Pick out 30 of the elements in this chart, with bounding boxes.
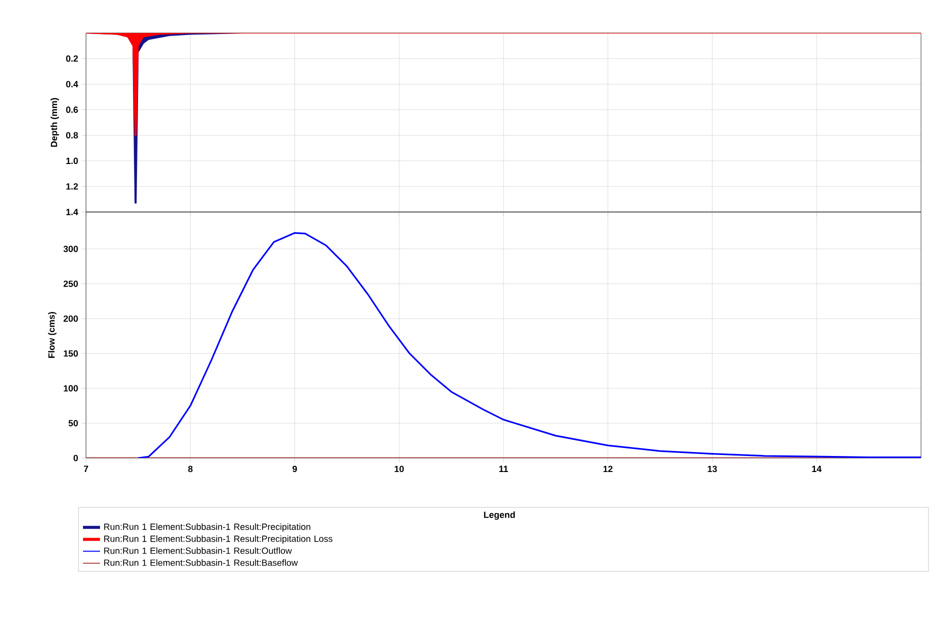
line-series bbox=[137, 232, 922, 458]
y-tick-label: 300 bbox=[63, 246, 78, 252]
y-tick-label: 150 bbox=[64, 350, 78, 357]
legend-title: Legend bbox=[484, 511, 515, 520]
x-tick-label: 9 bbox=[292, 466, 297, 472]
legend-label: Run:Run 1 Element:Subbasin-1 Result:Baseflow bbox=[104, 559, 298, 566]
text: Run:Run 1 Element:Subbasin-1 Result:Precipitation Loss bbox=[104, 535, 332, 544]
y-tick-label: 0 bbox=[74, 454, 78, 462]
text: Run:Run 1 Element:Subbasin-1 Result:Precipitation bbox=[104, 523, 310, 532]
y-axis-title: Flow (cms) bbox=[48, 312, 56, 358]
y-tick-label: 0.8 bbox=[66, 132, 78, 138]
y-tick-label: 100 bbox=[64, 385, 78, 392]
y-tick-label: 0.4 bbox=[66, 80, 78, 88]
x-tick-label: 12 bbox=[603, 466, 613, 472]
legend-label: Run:Run 1 Element:Subbasin-1 Result:Outflow bbox=[104, 547, 292, 554]
x-tick-label: 11 bbox=[499, 466, 508, 472]
y-tick-label: 250 bbox=[64, 280, 78, 287]
y-tick-label: 1.4 bbox=[66, 208, 78, 216]
y-tick-label: 200 bbox=[64, 315, 78, 322]
x-tick-label: 13 bbox=[708, 466, 717, 472]
y-tick-label: 1.2 bbox=[66, 183, 78, 190]
y-tick-label: 0.2 bbox=[66, 55, 78, 62]
x-tick-label: 10 bbox=[394, 466, 404, 472]
x-tick-label: 8 bbox=[188, 466, 193, 472]
y-tick-label: 1.0 bbox=[66, 158, 78, 164]
y-tick-label: 50 bbox=[68, 420, 78, 426]
x-tick-label: 7 bbox=[84, 466, 88, 472]
y-axis-title: Depth (mm) bbox=[50, 98, 59, 147]
y-tick-label: 0.6 bbox=[66, 106, 78, 113]
x-tick-label: 14 bbox=[812, 466, 822, 472]
